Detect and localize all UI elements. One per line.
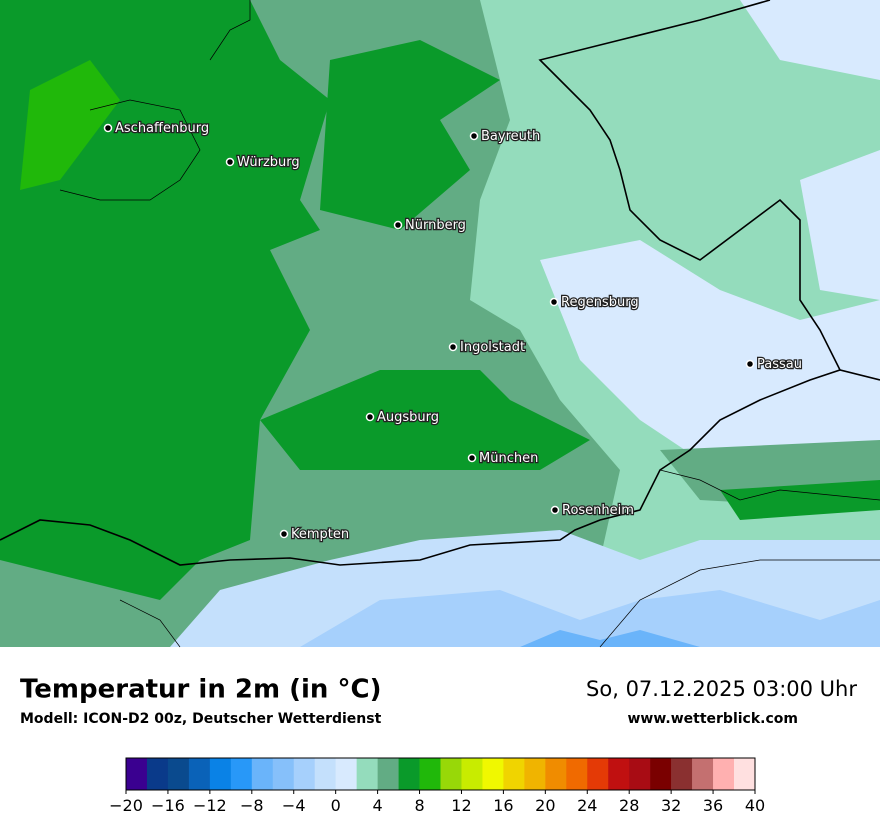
color-bin [293,758,315,790]
tick-label: 16 [493,796,513,815]
city-label: Ingolstadt [460,340,525,355]
color-bin [692,758,714,790]
tick-label: 8 [414,796,424,815]
city-label: München [479,451,538,466]
tick-label: −16 [151,796,185,815]
color-bin [167,758,190,790]
city-marker [103,123,113,133]
color-bin [734,758,756,790]
color-bin [503,758,525,790]
color-bin [209,758,232,790]
city-marker [279,529,289,539]
city-label: Kempten [291,527,349,542]
city-marker [549,297,559,307]
website: www.wetterblick.com [628,711,799,727]
color-bin [608,758,630,790]
tick-label: −8 [240,796,264,815]
color-bin [126,758,148,790]
color-bin [398,758,420,790]
color-bin [272,758,295,790]
tick-label: −4 [282,796,306,815]
city-marker [448,342,458,352]
datetime: So, 07.12.2025 03:00 Uhr [586,677,857,701]
color-bin [146,758,169,790]
color-bin [356,758,378,790]
color-bin [713,758,735,790]
city-label: Bayreuth [481,129,540,144]
city-label: Nürnberg [405,218,466,233]
tick-label: 32 [661,796,681,815]
tick-label: 36 [703,796,723,815]
city-marker [225,157,235,167]
color-bin [440,758,462,790]
city-label: Passau [757,357,802,372]
color-bin [314,758,336,790]
color-bin [650,758,672,790]
subtitle: Modell: ICON-D2 00z, Deutscher Wetterdie… [20,711,382,727]
color-bin [566,758,588,790]
tick-label: 28 [619,796,639,815]
map [0,0,880,648]
city-marker [365,412,375,422]
color-bin [377,758,399,790]
color-bin [482,758,504,790]
city-label: Rosenheim [562,503,634,518]
city-marker [745,359,755,369]
color-bin [230,758,253,790]
city-marker [393,220,403,230]
tick-label: 24 [577,796,597,815]
color-bin [251,758,274,790]
tick-label: 40 [745,796,765,815]
tick-label: −20 [109,796,143,815]
color-bin [461,758,483,790]
city-label: Regensburg [561,295,639,310]
tick-label: 20 [535,796,555,815]
color-bin [545,758,567,790]
city-marker [550,505,560,515]
tick-label: 0 [331,796,341,815]
tick-label: 12 [451,796,471,815]
city-marker [467,453,477,463]
city-label: Würzburg [237,155,300,170]
title: Temperatur in 2m (in °C) [20,675,381,705]
color-bin [629,758,651,790]
color-bin [419,758,441,790]
city-marker [469,131,479,141]
city-label: Aschaffenburg [115,121,209,136]
color-bin [671,758,693,790]
color-bin [188,758,211,790]
tick-label: 4 [373,796,383,815]
colorbar-frame [125,757,756,791]
color-bin [335,758,357,790]
color-bin [524,758,546,790]
color-bin [587,758,609,790]
city-label: Augsburg [377,410,439,425]
tick-label: −12 [193,796,227,815]
